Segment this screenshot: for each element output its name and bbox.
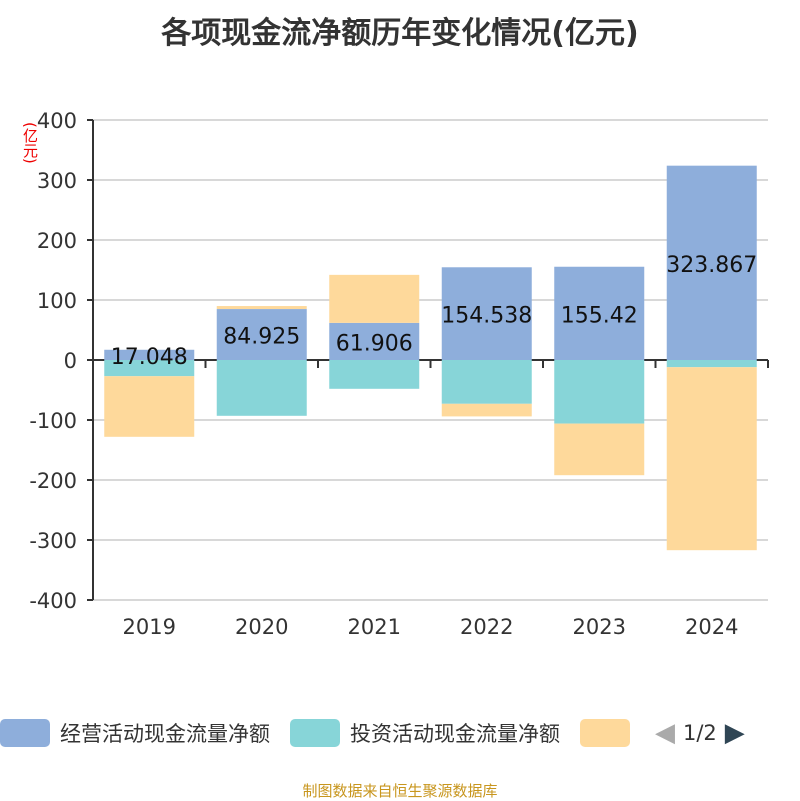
bar-segment [329, 322, 420, 360]
bar-segment [329, 274, 420, 323]
bar-segment [104, 349, 195, 360]
legend-prev-icon[interactable]: ◀ [655, 718, 675, 748]
chart-title: 各项现金流净额历年变化情况(亿元) [161, 16, 639, 51]
x-tick-label: 2021 [348, 615, 401, 639]
legend-next-icon[interactable]: ▶ [724, 718, 745, 748]
x-tick-label: 2019 [123, 615, 176, 639]
legend-item-third[interactable] [580, 719, 630, 747]
bar-segment [104, 376, 195, 437]
bar-segment [554, 360, 645, 424]
y-tick-label: 300 [37, 169, 77, 193]
y-tick-label: 100 [37, 289, 77, 313]
legend-swatch [580, 719, 630, 747]
data-label: 155.42 [561, 303, 638, 328]
stacked-bar-chart: 400 300 200 100 0 -100 -200 -300 -400 2019 2020 202… [29, 109, 769, 639]
bar-segment [666, 165, 757, 360]
y-tick-label: -200 [29, 469, 77, 493]
y-tick-label: 400 [37, 109, 77, 133]
bar-segment [216, 309, 307, 360]
bar-segment [666, 360, 757, 368]
legend-item-investing[interactable]: 投资活动现金流量净额 [290, 718, 560, 748]
legend-swatch [0, 719, 50, 747]
y-tick-label: -100 [29, 409, 77, 433]
x-tick-label: 2023 [573, 615, 626, 639]
y-tick-label: -300 [29, 529, 77, 553]
bar-segment [666, 367, 757, 551]
bar-segment [441, 267, 532, 360]
bar-segment [329, 360, 420, 389]
legend-page: 1/2 [683, 721, 717, 745]
legend: 经营活动现金流量净额 投资活动现金流量净额 ◀ 1/2 ▶ [0, 718, 745, 748]
bar-segment [441, 360, 532, 404]
x-tick-label: 2020 [235, 615, 288, 639]
data-label: 323.867 [666, 253, 757, 278]
y-axis-unit: (亿元) [21, 122, 39, 164]
bar-segment [554, 266, 645, 360]
x-tick-label: 2022 [460, 615, 513, 639]
legend-label: 投资活动现金流量净额 [350, 722, 560, 746]
bar-segment [554, 423, 645, 476]
data-label: 61.906 [336, 331, 413, 356]
legend-item-operating[interactable]: 经营活动现金流量净额 [0, 718, 270, 748]
bar-segment [216, 360, 307, 416]
y-tick-label: 0 [64, 349, 77, 373]
x-tick-label: 2024 [685, 615, 738, 639]
legend-swatch [290, 719, 340, 747]
bar-segment [216, 306, 307, 310]
y-tick-label: 200 [37, 229, 77, 253]
y-tick-label: -400 [29, 589, 77, 613]
bar-segment [441, 403, 532, 417]
data-label: 17.048 [111, 345, 188, 370]
data-label: 154.538 [441, 304, 532, 329]
source-note: 制图数据来自恒生聚源数据库 [302, 782, 498, 800]
legend-label: 经营活动现金流量净额 [60, 722, 270, 746]
data-label: 84.925 [223, 325, 300, 350]
bar-segment [104, 360, 195, 377]
